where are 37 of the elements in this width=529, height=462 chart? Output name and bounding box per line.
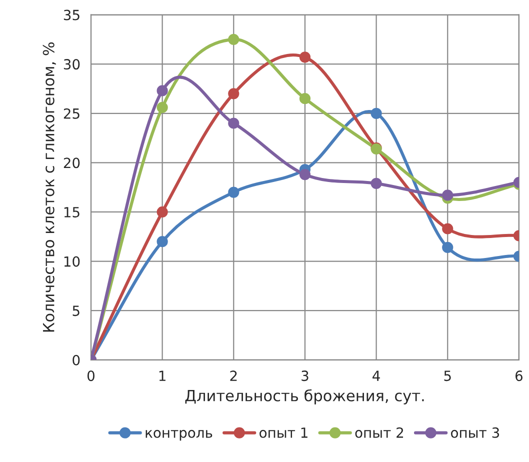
point (156, 85, 168, 96)
y-tick-label: 5 (72, 306, 80, 316)
x-tick-label: 3 (302, 370, 308, 382)
point (442, 242, 454, 254)
legend-label: опыт 2 (355, 427, 404, 438)
y-tick-label: 35 (64, 10, 80, 20)
y-tick-label: 25 (64, 108, 80, 119)
y-tick-label: 30 (64, 59, 80, 70)
legend-label: опыт 1 (260, 428, 308, 438)
x-tick-label: 4 (372, 370, 380, 381)
legend-label: опыт 3 (451, 427, 500, 438)
point (299, 93, 311, 104)
x-tick-label: 5 (444, 370, 451, 382)
point (442, 223, 454, 234)
x-tick-label: 2 (230, 370, 237, 381)
y-tick-label: 15 (64, 207, 80, 218)
point (228, 186, 240, 198)
point (370, 108, 382, 119)
point (228, 118, 240, 129)
x-tick-label: 6 (516, 370, 522, 382)
point (370, 178, 382, 189)
point (228, 34, 240, 45)
x-tick-label: 1 (159, 370, 166, 381)
y-tick-label: 10 (64, 256, 80, 267)
point (228, 88, 240, 100)
point (299, 168, 311, 180)
point (442, 190, 454, 201)
point (156, 236, 168, 248)
y-tick-label: 20 (64, 158, 80, 168)
x-tick-label: 0 (87, 370, 94, 382)
x-axis-title: Длительность брожения, сут. (185, 389, 424, 404)
point (299, 52, 311, 63)
point (156, 102, 168, 114)
point (156, 206, 168, 218)
y-axis-title: Количество клеток с гликогеном, % (42, 42, 56, 332)
y-tick-label: 0 (72, 354, 80, 366)
legend-label: контроль (146, 430, 212, 441)
